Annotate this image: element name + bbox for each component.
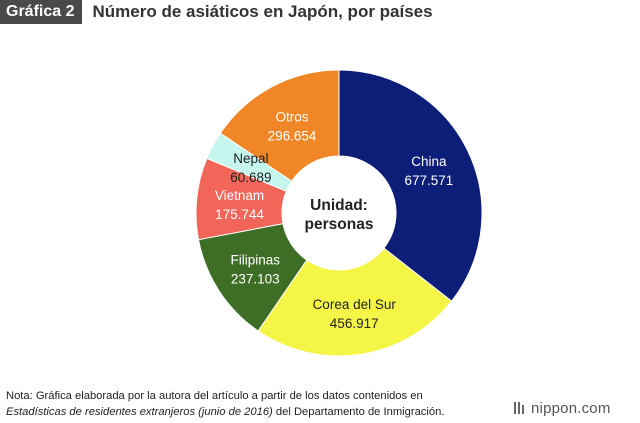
label-china-name: China [411,154,447,169]
chart-slices [195,69,483,357]
label-vietnam-value: 175.744 [215,207,264,222]
brand-logo: nippon.com [512,399,611,417]
footnote-line-1: Nota: Gráfica elaborada por la autora de… [6,390,423,402]
brand-name: nippon.com [531,399,611,417]
slice-corea-del-sur [257,247,453,357]
label-nepal-name: Nepal [233,151,268,166]
footnote-source-rest: del Departamento de Inmigración. [272,406,445,418]
footnote: Nota: Gráfica elaborada por la autora de… [6,388,506,420]
label-vietnam-name: Vietnam [215,188,264,203]
chart-title: Número de asiáticos en Japón, por países [92,2,433,21]
label-otros-value: 296.654 [268,129,317,144]
label-china-value: 677.571 [404,173,453,188]
label-filipinas-value: 237.103 [231,272,280,287]
slice-china [338,69,483,302]
label-corea-del-sur-name: Corea del Sur [313,297,397,312]
label-nepal-value: 60.689 [230,170,271,185]
chart-header: Gráfica 2 Número de asiáticos en Japón, … [0,0,433,24]
center-label: Unidad: personas [305,197,374,233]
label-otros-name: Otros [275,110,308,125]
center-label-line-2: personas [305,216,374,233]
footnote-line-2: Estadísticas de residentes extranjeros (… [6,404,506,420]
chart-labels: China 677.571 Corea del Sur 456.917 Filipina… [215,110,453,331]
center-label-line-1: Unidad: [310,197,368,214]
slice-otros [219,69,340,182]
chart-number-badge: Gráfica 2 [0,0,83,24]
label-filipinas-name: Filipinas [231,253,281,268]
label-corea-del-sur-value: 456.917 [330,316,379,331]
footnote-source-title: Estadísticas de residentes extranjeros (… [6,406,273,418]
nippon-logo-icon [514,402,524,414]
